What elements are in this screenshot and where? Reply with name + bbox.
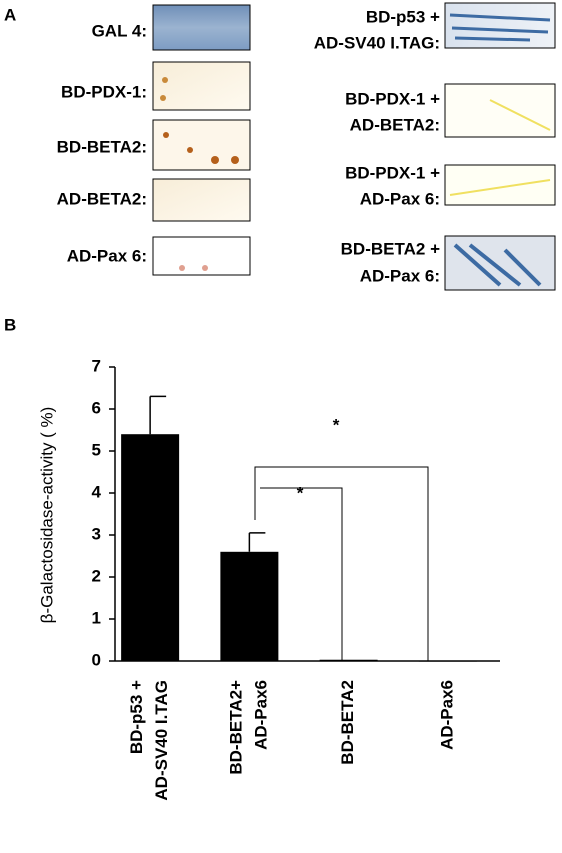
y-tick-label: 7	[92, 356, 101, 375]
colonies	[160, 13, 551, 287]
error-bar	[248, 532, 266, 552]
right-labels: BD-p53 + AD-SV40 I.TAG: BD-PDX-1 + AD-BETA2…	[314, 7, 440, 285]
x-tick-label: BD-BETA2	[338, 680, 357, 765]
plate-image	[444, 83, 556, 138]
left-labels: GAL 4: BD-PDX-1: BD-BETA2: AD-BETA2: AD-Pax …	[57, 21, 147, 265]
y-axis-label: β-Galactosidase-activity ( %)	[37, 407, 56, 624]
panel-label: A	[4, 5, 16, 24]
plate-image	[152, 61, 251, 111]
plate-label: AD-BETA2:	[57, 189, 147, 208]
y-tick-label: 3	[92, 524, 101, 543]
y-tick-label: 2	[92, 566, 101, 585]
plates	[152, 2, 556, 291]
y-tick-label: 0	[92, 650, 101, 669]
significance: *	[333, 415, 340, 434]
plate-label: AD-BETA2:	[350, 115, 440, 134]
plate-label: GAL 4:	[92, 21, 147, 40]
plate-label: BD-PDX-1:	[61, 82, 147, 101]
x-tick-label: BD-p53 +	[127, 680, 146, 754]
y-tick-label: 1	[92, 608, 101, 627]
x-tick-label: AD-Pax6	[437, 680, 456, 750]
significance: *	[297, 483, 304, 502]
y-tick-label: 4	[92, 482, 102, 501]
plate-label: BD-BETA2:	[57, 137, 147, 156]
plate-image	[444, 2, 556, 49]
plate-label: AD-SV40 I.TAG:	[314, 33, 440, 52]
y-tick-label: 5	[92, 440, 101, 459]
bracket	[254, 466, 429, 661]
bracket	[260, 487, 343, 661]
plate-image	[152, 236, 251, 276]
x-tick-label: BD-BETA2+	[226, 680, 245, 775]
plate-label: BD-BETA2 +	[341, 239, 440, 258]
plate-image	[152, 4, 251, 51]
plate-label: AD-Pax 6:	[360, 266, 440, 285]
bar	[220, 551, 279, 661]
panel-label: B	[4, 315, 16, 334]
plate-label: AD-Pax 6:	[360, 189, 440, 208]
plate-image	[444, 164, 556, 206]
bar	[418, 660, 477, 662]
plate-label: AD-Pax 6:	[67, 246, 147, 265]
bar	[319, 659, 378, 661]
plate-image	[152, 178, 251, 222]
x-tick-label: AD-SV40 I.TAG	[152, 680, 171, 801]
y-tick-label: 6	[92, 398, 101, 417]
x-tick-label: AD-Pax6	[251, 680, 270, 750]
bar	[121, 434, 180, 661]
plate-label: BD-PDX-1 +	[345, 89, 440, 108]
plate-label: BD-p53 +	[366, 7, 440, 26]
plate-label: BD-PDX-1 +	[345, 163, 440, 182]
error-bar	[149, 395, 167, 435]
